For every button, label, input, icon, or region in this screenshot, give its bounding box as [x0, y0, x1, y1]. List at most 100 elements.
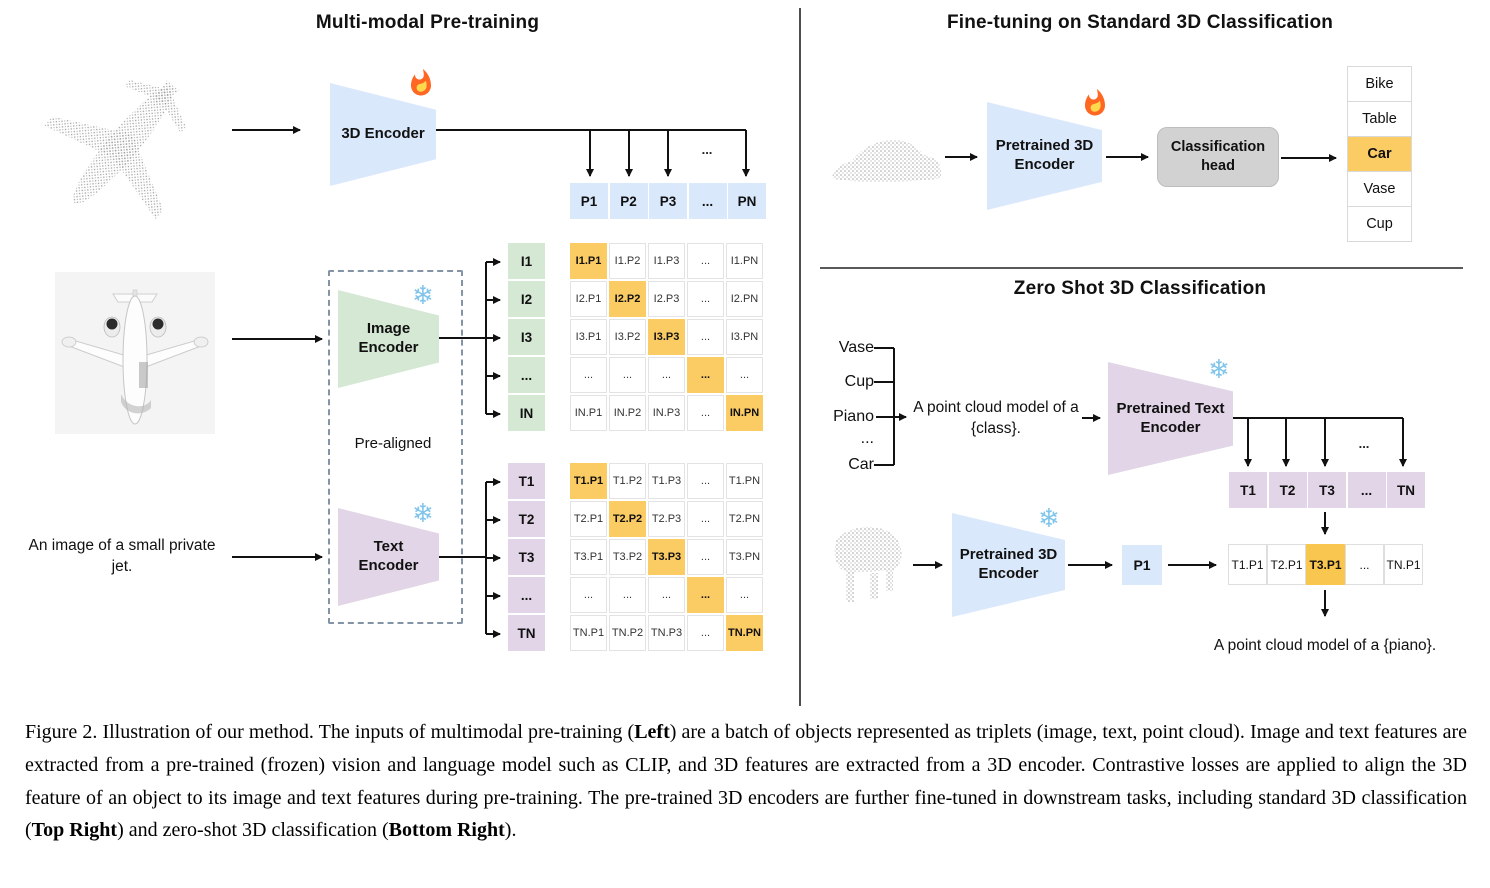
class-candidate: Piano — [833, 408, 874, 425]
similarity-cell: IN.PN — [726, 395, 763, 431]
image-feature-cell: I3 — [508, 319, 545, 355]
similarity-cell: I3.P1 — [570, 319, 607, 355]
caption-bold-segment: Left — [634, 721, 670, 743]
similarity-cell: I3.PN — [726, 319, 763, 355]
similarity-cell: ... — [687, 319, 724, 355]
text-feature-cell: T2 — [508, 501, 545, 537]
similarity-cell: T2.P2 — [609, 501, 646, 537]
text-feature-cell: TN — [1387, 472, 1425, 508]
class-cell: Vase — [1347, 171, 1412, 207]
text-feature-row: T1 T2 T3... TN — [1229, 472, 1425, 508]
text-feature-cell: T2 — [1268, 472, 1307, 508]
similarity-cell: T3.P1 — [570, 539, 607, 575]
similarity-cell: ... — [609, 577, 646, 613]
fire-icon — [411, 68, 431, 96]
similarity-cell: IN.P3 — [648, 395, 685, 431]
similarity-cell: I1.P2 — [609, 243, 646, 279]
similarity-cell: ... — [687, 539, 724, 575]
similarity-cell: ... — [687, 501, 724, 537]
similarity-cell: T1.P1 — [1228, 544, 1267, 585]
similarity-cell: TN.PN — [726, 615, 763, 651]
class-candidate: ... — [860, 430, 874, 447]
point-feature-row: P1 P2 P3... PN — [570, 183, 766, 219]
similarity-cell: ... — [570, 577, 607, 613]
similarity-cell: I2.P2 — [609, 281, 646, 317]
text-point-similarity-matrix: T1.P1 T1.P2 T1.P3... T1.PN T2.P1 T2.P2 T2.P3..… — [570, 463, 763, 651]
similarity-cell: I1.P1 — [570, 243, 607, 279]
piano-point-cloud — [834, 527, 902, 602]
class-prediction-list: Bike Table Car Vase Cup — [1347, 66, 1412, 242]
prealigned-box — [328, 270, 463, 624]
branch-ellipsis: ... — [1358, 436, 1370, 451]
prealigned-label: Pre-aligned — [354, 435, 432, 452]
image-feature-cell: IN — [508, 395, 545, 431]
caption-segment: ). — [504, 819, 517, 842]
similarity-cell: ... — [687, 357, 724, 393]
similarity-cell: ... — [687, 395, 724, 431]
similarity-cell: ... — [570, 357, 607, 393]
similarity-cell: I1.PN — [726, 243, 763, 279]
similarity-cell: ... — [1345, 544, 1384, 585]
point-feature-cell: P1 — [570, 183, 608, 219]
similarity-cell: ... — [648, 577, 685, 613]
similarity-cell: I3.P2 — [609, 319, 646, 355]
pretrained-3d-encoder-label: Pretrained 3D Encoder — [995, 137, 1094, 173]
encoder-3d-label: 3D Encoder — [341, 125, 425, 143]
class-cell: Cup — [1347, 206, 1412, 242]
similarity-score-row: T1.P1 T2.P1 T3.P1... TN.P1 — [1228, 544, 1423, 585]
class-cell: Table — [1347, 101, 1412, 137]
point-feature-cell: P2 — [609, 183, 648, 219]
pretrained-3d-encoder: Pretrained 3D Encoder — [987, 102, 1102, 210]
airplane-image — [55, 272, 215, 434]
caption-segment: ) and zero-shot 3D classification ( — [117, 819, 389, 842]
similarity-cell: T2.PN — [726, 501, 763, 537]
point-feature-cell: ... — [688, 183, 727, 219]
similarity-cell: ... — [687, 281, 724, 317]
pretraining-title: Multi-modal Pre-training — [315, 12, 540, 33]
zeroshot-title: Zero Shot 3D Classification — [1013, 278, 1267, 299]
point-feature-cell: PN — [728, 183, 766, 219]
similarity-cell: I2.PN — [726, 281, 763, 317]
similarity-cell: ... — [687, 243, 724, 279]
caption-bold-segment: Top Right — [31, 819, 118, 842]
text-feature-column: T1 T2 T3... TN — [508, 463, 545, 651]
similarity-cell: ... — [609, 357, 646, 393]
class-candidate: Cup — [844, 373, 874, 390]
fire-icon — [1085, 88, 1105, 116]
class-cell: Car — [1347, 136, 1412, 172]
similarity-cell: T2.P1 — [570, 501, 607, 537]
text-feature-cell: T3 — [1308, 472, 1346, 508]
similarity-cell: TN.P2 — [609, 615, 646, 651]
point-feature-cell: P3 — [649, 183, 687, 219]
text-feature-cell: TN — [508, 615, 545, 651]
similarity-cell: T3.P2 — [609, 539, 646, 575]
text-feature-cell: ... — [1347, 472, 1386, 508]
image-feature-cell: I2 — [508, 281, 545, 317]
figure-caption: Figure 2. Illustration of our method. Th… — [25, 716, 1467, 847]
image-feature-column: I1 I2 I3... IN — [508, 243, 545, 431]
snowflake-icon: ❄ — [412, 498, 434, 528]
image-encoder-label: Image Encoder — [358, 320, 419, 356]
text-encoder-label: Text Encoder — [358, 538, 419, 574]
similarity-cell: TN.P1 — [570, 615, 607, 651]
similarity-cell: I2.P3 — [648, 281, 685, 317]
snowflake-icon: ❄ — [1208, 354, 1230, 384]
text-feature-cell: T1 — [1229, 472, 1267, 508]
similarity-cell: TN.P1 — [1384, 544, 1423, 585]
text-feature-cell: ... — [508, 577, 545, 613]
class-cell: Bike — [1347, 66, 1412, 102]
similarity-cell: T3.P3 — [648, 539, 685, 575]
car-point-cloud — [832, 139, 941, 182]
classification-head: Classification head — [1157, 127, 1279, 187]
snowflake-icon: ❄ — [1038, 503, 1060, 533]
prompt-text: A point cloud model of a {class}. — [913, 399, 1079, 437]
similarity-cell: IN.P1 — [570, 395, 607, 431]
classification-head-label: Classification head — [1170, 139, 1266, 174]
zeroshot-result-text: A point cloud model of a {piano}. — [1213, 637, 1437, 654]
class-candidate: Car — [848, 456, 874, 473]
similarity-cell: IN.P2 — [609, 395, 646, 431]
similarity-cell: ... — [687, 463, 724, 499]
similarity-cell: T2.P1 — [1267, 544, 1306, 585]
image-text-caption: An image of a small private jet. — [28, 537, 216, 575]
